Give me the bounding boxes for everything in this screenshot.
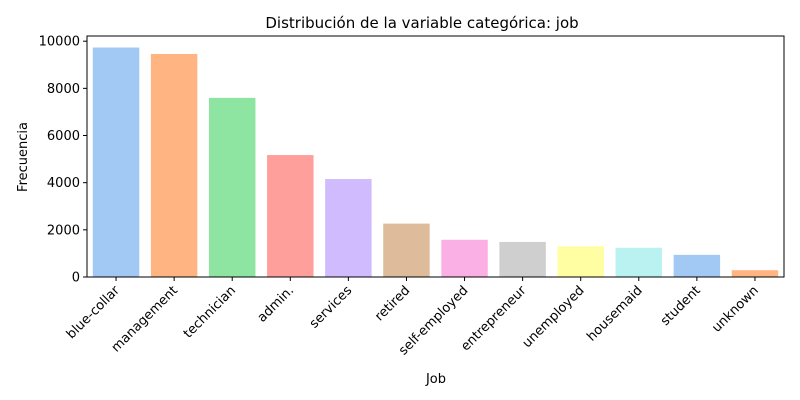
y-tick-label: 2000 [47, 223, 80, 238]
bar-blue-collar [92, 47, 140, 278]
y-tick-label: 10000 [39, 35, 80, 50]
bar-technician [208, 97, 256, 277]
bar-services [325, 179, 372, 277]
bar-unemployed [557, 246, 604, 277]
bar-housemaid [615, 247, 663, 277]
y-tick-label: 0 [72, 271, 80, 286]
bar-retired [383, 223, 430, 277]
x-tick-label: technician [181, 283, 239, 341]
bar-self-employed [441, 239, 488, 277]
bar-management [150, 53, 198, 277]
bars-group [92, 47, 779, 278]
y-axis-label: Frecuencia [16, 122, 31, 192]
x-tick-label: admin. [255, 283, 297, 325]
x-tick-label: unknown [709, 283, 761, 335]
y-axis-ticks: 0 2000 4000 6000 8000 10000 [39, 35, 87, 286]
chart-title: Distribución de la variable categórica: … [265, 14, 578, 32]
x-tick-label: services [307, 283, 355, 331]
plot-frame [86, 35, 785, 278]
y-tick-label: 8000 [47, 82, 80, 97]
x-tick-label: retired [372, 283, 413, 324]
x-tick-label: student [658, 283, 704, 329]
x-tick-label: blue-collar [64, 283, 123, 342]
x-tick-label: unemployed [520, 283, 588, 351]
y-tick-label: 6000 [47, 129, 80, 144]
bar-unknown [731, 270, 779, 277]
y-tick-label: 4000 [47, 176, 80, 191]
x-tick-label: housemaid [584, 283, 645, 344]
bar-entrepreneur [499, 241, 546, 277]
bar-student [673, 254, 721, 277]
bar-admin. [267, 155, 314, 277]
x-axis-label: Job [425, 372, 446, 387]
